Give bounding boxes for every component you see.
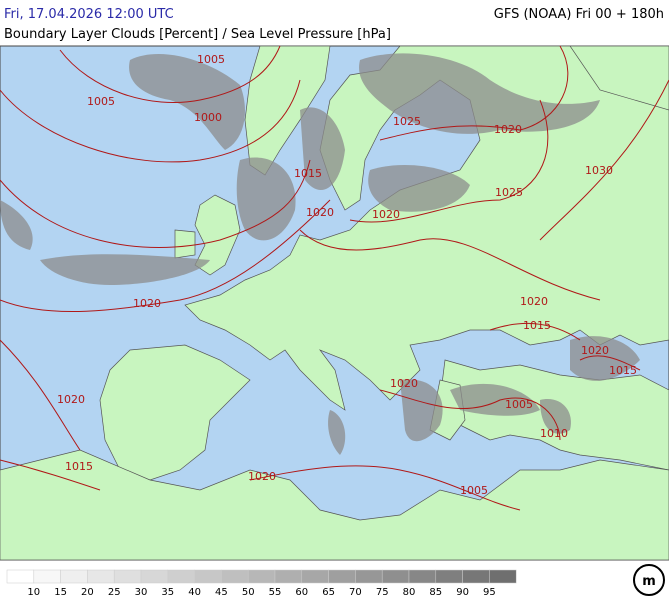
legend-swatch [60, 569, 88, 584]
isobars [0, 45, 669, 511]
legend-label: 25 [108, 587, 121, 598]
legend-swatch [113, 569, 142, 584]
legend-label: 20 [81, 587, 94, 598]
map-title: Boundary Layer Clouds [Percent] / Sea Le… [4, 27, 391, 42]
isobar-label: 1005 [460, 484, 488, 497]
legend-swatch [221, 569, 249, 584]
isobar-label: 1020 [494, 123, 522, 136]
legend-label: 55 [269, 587, 282, 598]
isobar-label: 1015 [523, 319, 551, 332]
model-run: GFS (NOAA) Fri 00 + 180h [494, 7, 664, 22]
legend-label: 80 [403, 587, 416, 598]
isobar-label: 1000 [194, 111, 222, 124]
legend-swatch [274, 569, 303, 584]
isobar-label: 1010 [540, 427, 568, 440]
isobar-label: 1020 [390, 377, 418, 390]
map: 1005 1005 1000 1025 1020 1030 1015 1025 1020 1020… [0, 45, 669, 561]
legend-swatch [301, 569, 329, 584]
isobar-label: 1020 [581, 344, 609, 357]
legend-label: 70 [349, 587, 362, 598]
legend-label: 60 [295, 587, 308, 598]
legend-label: 75 [376, 587, 389, 598]
legend-label: 15 [54, 587, 67, 598]
isobar-labels: 1005 1005 1000 1025 1020 1030 1015 1025 1020 1020… [57, 53, 637, 497]
legend-label: 65 [322, 587, 335, 598]
isobar-label: 1015 [65, 460, 93, 473]
isobar-label: 1020 [248, 470, 276, 483]
legend-label: 10 [27, 587, 40, 598]
legend-swatch [328, 569, 356, 584]
logo: m [633, 564, 665, 596]
isobar-label: 1015 [294, 167, 322, 180]
isobar-label: 1005 [197, 53, 225, 66]
legend-label: 90 [456, 587, 469, 598]
legend-swatch [33, 569, 61, 584]
legend-label: 45 [215, 587, 228, 598]
valid-time: Fri, 17.04.2026 12:00 UTC [4, 7, 174, 22]
legend-swatch [140, 569, 169, 584]
legend-label: 30 [135, 587, 148, 598]
legend-label: 40 [188, 587, 201, 598]
isobar-label: 1020 [133, 297, 161, 310]
legend-label: 95 [483, 587, 496, 598]
legend-swatch [462, 569, 490, 584]
legend-label: 85 [429, 587, 442, 598]
isobar-label: 1020 [520, 295, 548, 308]
legend-swatch [381, 569, 410, 584]
svg-text:m: m [642, 574, 656, 589]
isobar-label: 1020 [306, 206, 334, 219]
legend-swatch [355, 569, 383, 584]
legend-swatch [194, 569, 222, 584]
legend-label: 50 [242, 587, 255, 598]
isobar-label: 1015 [609, 364, 637, 377]
legend-swatch [247, 569, 276, 584]
legend: 10 15 20 25 30 35 40 45 50 55 60 65 70 75 80 85 90 95 [6, 569, 517, 598]
legend-swatch [87, 569, 115, 584]
legend-swatch [489, 569, 517, 584]
isobar-label: 1025 [495, 186, 523, 199]
legend-swatch [408, 569, 437, 584]
isobar-label: 1030 [585, 164, 613, 177]
legend-swatch [435, 569, 463, 584]
isobar-label: 1005 [87, 95, 115, 108]
legend-label: 35 [161, 587, 174, 598]
isobar-label: 1020 [57, 393, 85, 406]
isobar-label: 1020 [372, 208, 400, 221]
isobar-label: 1005 [505, 398, 533, 411]
legend-swatch [6, 569, 35, 584]
isobar-label: 1025 [393, 115, 421, 128]
legend-swatch [167, 569, 195, 584]
